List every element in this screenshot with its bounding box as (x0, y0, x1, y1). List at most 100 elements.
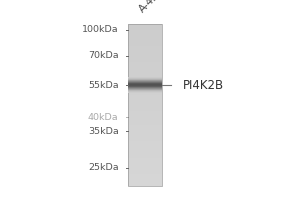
Bar (128, 156, 162, 158)
Bar (128, 180, 162, 182)
Bar (128, 184, 162, 186)
Bar (128, 26, 162, 28)
Bar (128, 178, 162, 180)
Bar (128, 146, 162, 148)
Bar (128, 91, 162, 92)
Bar (128, 137, 162, 139)
Bar (128, 103, 162, 105)
Bar (128, 24, 162, 186)
Bar (128, 46, 162, 48)
Bar (128, 82, 162, 83)
Text: 70kDa: 70kDa (88, 51, 118, 60)
Bar (128, 50, 162, 52)
Bar (128, 30, 162, 32)
Bar (128, 84, 162, 85)
Text: 40kDa: 40kDa (88, 112, 118, 121)
Bar (128, 119, 162, 121)
Bar (128, 54, 162, 56)
Bar (128, 150, 162, 152)
Bar (128, 117, 162, 119)
Text: 35kDa: 35kDa (88, 127, 118, 136)
Bar (128, 86, 162, 87)
Bar (128, 139, 162, 141)
Bar (128, 111, 162, 113)
Bar (128, 158, 162, 160)
Bar (128, 88, 162, 89)
Bar (128, 77, 162, 79)
Bar (128, 92, 162, 93)
Bar (128, 107, 162, 109)
Bar (128, 40, 162, 42)
Bar (128, 129, 162, 131)
Bar (128, 34, 162, 36)
Bar (128, 109, 162, 111)
Bar (128, 152, 162, 154)
Bar (128, 182, 162, 184)
Bar (128, 78, 162, 79)
Bar (128, 131, 162, 133)
Bar (128, 123, 162, 125)
Bar (128, 141, 162, 143)
Bar (128, 133, 162, 135)
Bar (128, 24, 162, 26)
Bar (128, 36, 162, 38)
Bar (128, 162, 162, 164)
Text: 100kDa: 100kDa (82, 25, 118, 34)
Bar (128, 81, 162, 83)
Bar (128, 154, 162, 156)
Bar (128, 73, 162, 75)
Bar (128, 160, 162, 162)
Bar (128, 83, 162, 85)
Bar (128, 64, 162, 67)
Bar (128, 164, 162, 166)
Bar (128, 48, 162, 50)
Bar (128, 83, 162, 84)
Bar (128, 28, 162, 30)
Bar (128, 166, 162, 168)
Bar (128, 56, 162, 58)
Bar (128, 87, 162, 89)
Bar (128, 125, 162, 127)
Bar (128, 174, 162, 176)
Bar (128, 79, 162, 81)
Bar (128, 170, 162, 172)
Bar (128, 168, 162, 170)
Bar (128, 172, 162, 174)
Bar (128, 113, 162, 115)
Bar (128, 115, 162, 117)
Bar (128, 93, 162, 95)
Bar (128, 148, 162, 150)
Bar (128, 135, 162, 137)
Bar (128, 69, 162, 71)
Bar (128, 91, 162, 93)
Bar (128, 97, 162, 99)
Bar (128, 143, 162, 146)
Bar (128, 71, 162, 73)
Bar (128, 80, 162, 81)
Bar (128, 95, 162, 97)
Bar (128, 38, 162, 40)
Bar (128, 77, 162, 78)
Text: 25kDa: 25kDa (88, 164, 118, 172)
Text: A-431: A-431 (137, 0, 166, 14)
Bar (128, 127, 162, 129)
Bar (128, 42, 162, 44)
Bar (128, 90, 162, 91)
Bar (128, 32, 162, 34)
Bar (128, 89, 162, 90)
Bar (128, 79, 162, 80)
Text: 55kDa: 55kDa (88, 81, 118, 90)
Bar (128, 85, 162, 86)
Bar (128, 176, 162, 178)
Bar (128, 67, 162, 69)
Bar (128, 44, 162, 46)
Bar (128, 81, 162, 82)
Bar (128, 62, 162, 64)
Bar (128, 101, 162, 103)
Bar (128, 58, 162, 60)
Bar (128, 85, 162, 87)
Bar (128, 105, 162, 107)
Bar (128, 121, 162, 123)
Bar (128, 89, 162, 91)
Bar (128, 87, 162, 88)
